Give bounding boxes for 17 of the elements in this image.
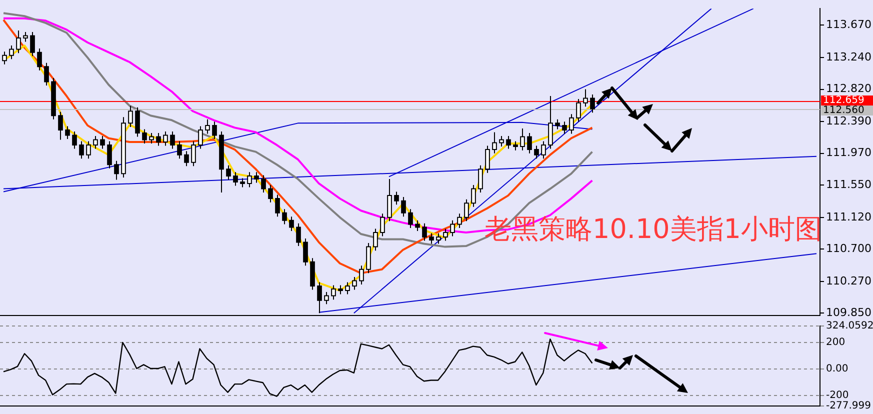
- y-tick-label: -200: [826, 390, 849, 402]
- y-tick-label: 112.820: [826, 82, 872, 96]
- y-tick-label: 110.700: [826, 242, 872, 255]
- y-tick-label: 109.850: [826, 306, 872, 319]
- y-tick-label: 111.120: [826, 210, 872, 224]
- y-tick-label: -277.999: [826, 400, 871, 412]
- y-tick-label: 110.270: [826, 274, 872, 288]
- ref-line-label: 112.659: [823, 95, 864, 106]
- y-tick-label: 324.0592: [826, 320, 873, 332]
- y-tick-label: 113.670: [826, 18, 872, 32]
- y-tick-label: 111.970: [826, 146, 872, 160]
- y-tick-label: 112.390: [826, 114, 872, 128]
- y-tick-label: 111.550: [826, 178, 872, 191]
- y-tick-label: 0.00: [826, 364, 848, 375]
- ref-line-label: 112.560: [823, 105, 864, 116]
- y-tick-label: 200: [826, 337, 846, 348]
- y-tick-label: 113.240: [826, 50, 872, 64]
